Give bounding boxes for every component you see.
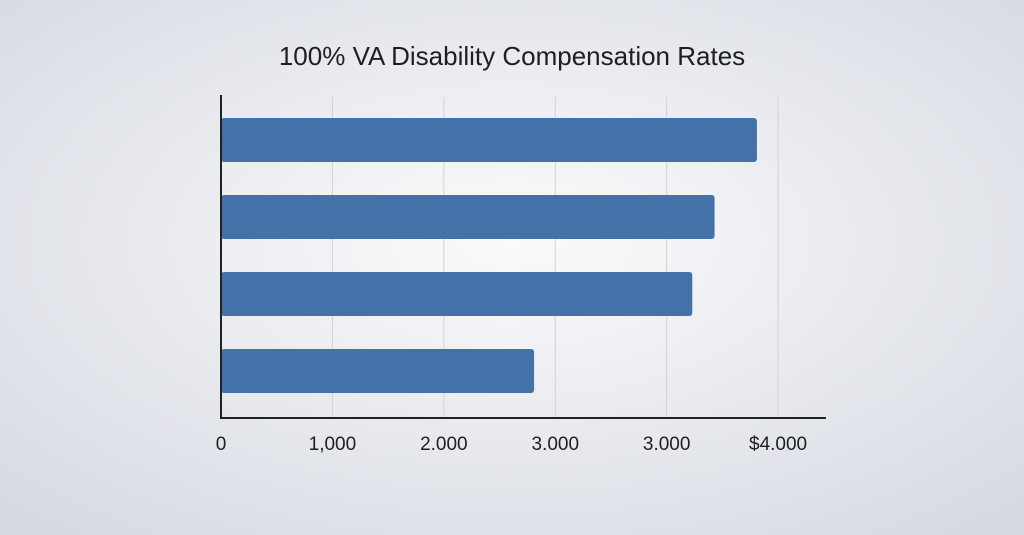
x-tick-label: 1,000: [309, 434, 357, 455]
bar: [221, 272, 693, 316]
bar: [221, 118, 757, 162]
bar: [221, 195, 715, 239]
bars: [221, 118, 757, 393]
x-tick-label: 3.000: [531, 434, 579, 455]
x-tick-label: 2.000: [420, 434, 468, 455]
x-tick-label: 3.000: [643, 434, 691, 455]
bar: [221, 349, 535, 393]
chart-title: 100% VA Disability Compensation Rates: [279, 41, 745, 71]
x-tick-label: 0: [216, 434, 227, 455]
x-tick-label: $4.000: [749, 434, 807, 455]
